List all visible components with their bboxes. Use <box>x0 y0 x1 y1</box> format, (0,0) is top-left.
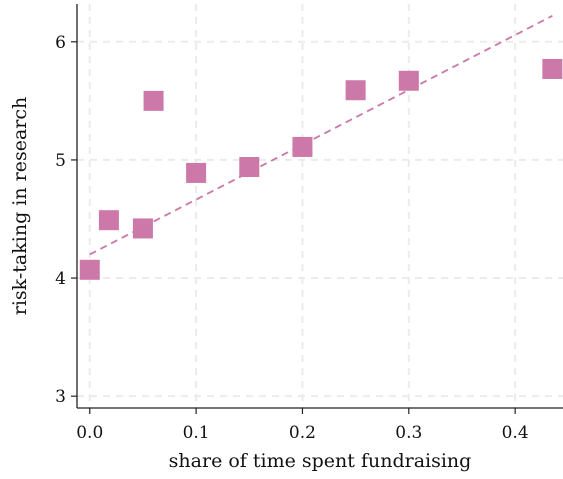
x-tick-label: 0.0 <box>76 423 103 443</box>
data-point <box>143 90 164 111</box>
x-ticks: 0.0 0.1 0.2 0.3 0.4 <box>76 408 529 443</box>
y-ticks: 3 4 5 6 <box>55 33 77 407</box>
data-point <box>292 136 313 157</box>
data-point <box>79 259 100 280</box>
data-points <box>79 58 563 280</box>
y-axis-label: risk-taking in research <box>9 97 31 315</box>
data-point <box>345 80 366 101</box>
y-tick-label: 5 <box>55 151 66 171</box>
x-tick-label: 0.1 <box>183 423 210 443</box>
x-tick-label: 0.3 <box>395 423 422 443</box>
x-tick-label: 0.4 <box>502 423 529 443</box>
fit-line <box>89 15 553 256</box>
data-point <box>98 210 119 231</box>
axes <box>76 4 563 409</box>
data-point <box>132 218 153 239</box>
x-axis-label: share of time spent fundraising <box>169 450 472 472</box>
grid <box>77 4 563 408</box>
y-tick-label: 4 <box>55 269 66 289</box>
y-tick-label: 3 <box>55 387 66 407</box>
y-tick-label: 6 <box>55 33 66 53</box>
data-point <box>186 162 207 183</box>
fit-line-group <box>89 15 553 256</box>
data-point <box>239 157 260 178</box>
data-point <box>398 70 419 91</box>
data-point <box>542 58 563 79</box>
x-tick-label: 0.2 <box>289 423 316 443</box>
